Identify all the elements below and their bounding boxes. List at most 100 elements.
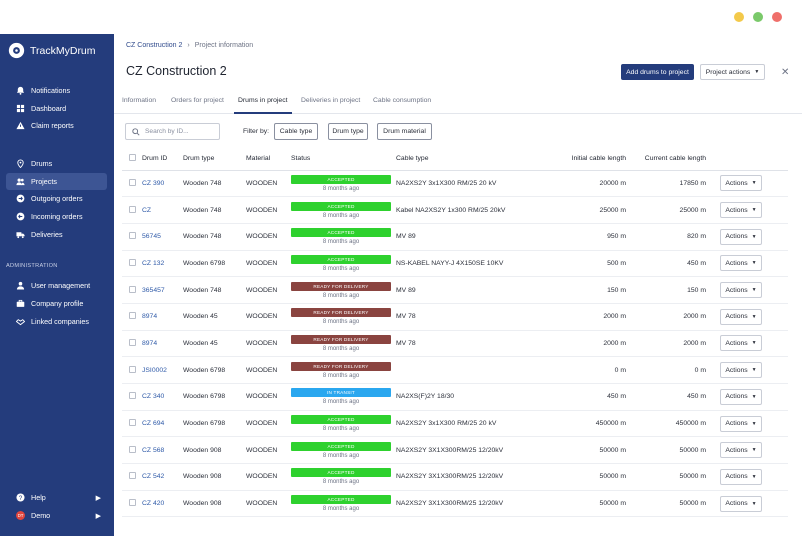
table-row[interactable]: CZ 420 Wooden 908 WOODEN ACCEPTED 8 months a…: [122, 490, 788, 518]
column-header[interactable]: Drum type: [183, 147, 246, 171]
tab-cable-consumption[interactable]: Cable consumption: [373, 97, 432, 104]
sidebar-item-dashboard[interactable]: Dashboard: [6, 100, 107, 117]
row-actions-button[interactable]: Actions ▼: [720, 308, 762, 325]
add-drums-button[interactable]: Add drums to project: [621, 64, 694, 80]
tab-drums-in-project[interactable]: Drums in project: [238, 97, 288, 104]
row-checkbox[interactable]: [129, 419, 136, 427]
row-checkbox[interactable]: [129, 178, 136, 186]
material-cell: WOODEN: [246, 463, 291, 491]
column-header[interactable]: Cable type: [396, 147, 552, 171]
status-age: 8 months ago: [322, 345, 360, 352]
minimize-dot[interactable]: [734, 12, 744, 22]
sidebar-item-label: Outgoing orders: [31, 194, 83, 204]
table-row[interactable]: CZ 132 Wooden 6798 WOODEN ACCEPTED 8 months …: [122, 250, 788, 278]
column-header[interactable]: Material: [246, 147, 291, 171]
search-box[interactable]: [125, 123, 220, 140]
row-checkbox[interactable]: [129, 365, 136, 373]
table-row[interactable]: JSI0002 Wooden 6798 WOODEN READY FOR DELIVE…: [122, 356, 788, 384]
brand[interactable]: TrackMyDrum: [8, 42, 96, 59]
drum-id-link[interactable]: CZ 542: [142, 473, 165, 481]
sidebar-item-notifications[interactable]: Notifications: [6, 82, 107, 99]
drum-id-link[interactable]: 365457: [142, 286, 165, 294]
row-checkbox[interactable]: [129, 258, 136, 266]
table-row[interactable]: CZ 694 Wooden 6798 WOODEN ACCEPTED 8 months …: [122, 410, 788, 438]
project-actions-button[interactable]: Project actions ▼: [700, 64, 765, 80]
sidebar-item-user[interactable]: DT Demo ▶: [6, 507, 107, 524]
row-checkbox[interactable]: [129, 499, 136, 507]
row-checkbox[interactable]: [129, 445, 136, 453]
table-row[interactable]: CZ 390 Wooden 748 WOODEN ACCEPTED 8 months a…: [122, 170, 788, 198]
table-row[interactable]: 56745 Wooden 748 WOODEN ACCEPTED 8 months ag…: [122, 223, 788, 251]
row-checkbox[interactable]: [129, 312, 136, 320]
sidebar-item-user-management[interactable]: User management: [6, 277, 107, 294]
row-checkbox[interactable]: [129, 392, 136, 400]
row-actions-button[interactable]: Actions ▼: [720, 495, 762, 512]
row-actions-button[interactable]: Actions ▼: [720, 362, 762, 379]
row-actions-button[interactable]: Actions ▼: [720, 202, 762, 219]
drum-id-link[interactable]: CZ 568: [142, 446, 165, 454]
table-row[interactable]: CZ 568 Wooden 908 WOODEN ACCEPTED 8 months a…: [122, 436, 788, 465]
maximize-dot[interactable]: [753, 12, 763, 22]
row-actions-button[interactable]: Actions ▼: [720, 282, 762, 299]
column-header[interactable]: Status: [291, 147, 396, 171]
drum-id-link[interactable]: 56745: [142, 233, 161, 241]
table-row[interactable]: CZ 542 Wooden 908 WOODEN ACCEPTED 8 months a…: [122, 463, 788, 491]
sidebar-item-linked-companies[interactable]: Linked companies: [6, 313, 107, 330]
breadcrumb-parent-link[interactable]: CZ Construction 2: [126, 42, 183, 49]
select-all-checkbox[interactable]: [129, 153, 136, 161]
table-row[interactable]: 8974 Wooden 45 WOODEN READY FOR DELIVERY 8 m…: [122, 330, 788, 358]
close-icon[interactable]: ✕: [781, 67, 790, 78]
row-checkbox[interactable]: [129, 205, 136, 213]
drum-id-link[interactable]: CZ 132: [142, 259, 165, 267]
status-badge: ACCEPTED: [291, 441, 391, 451]
table-row[interactable]: 365457 Wooden 748 WOODEN READY FOR DELIVERY…: [122, 276, 788, 304]
drum-id-link[interactable]: CZ 694: [142, 420, 165, 428]
row-actions-button[interactable]: Actions ▼: [720, 228, 762, 245]
sidebar-item-company-profile[interactable]: Company profile: [6, 295, 107, 312]
drum-id-link[interactable]: CZ 420: [142, 500, 165, 508]
drum-id-link[interactable]: 8974: [142, 339, 158, 347]
table-row[interactable]: CZ Wooden 748 WOODEN ACCEPTED 8 months ago Ka…: [122, 196, 788, 224]
column-header[interactable]: Drum ID: [142, 147, 183, 171]
row-checkbox[interactable]: [129, 232, 136, 240]
sidebar-item-incoming-orders[interactable]: Incoming orders: [6, 208, 107, 225]
filter-drum-material-button[interactable]: Drum material: [377, 123, 432, 140]
sidebar-item-drums[interactable]: Drums: [6, 155, 107, 172]
sidebar-item-help[interactable]: ? Help ▶: [6, 489, 107, 506]
row-checkbox[interactable]: [129, 338, 136, 346]
sidebar-item-deliveries[interactable]: Deliveries: [6, 226, 107, 243]
row-checkbox[interactable]: [129, 472, 136, 480]
row-checkbox[interactable]: [129, 285, 136, 293]
row-actions-button[interactable]: Actions ▼: [720, 255, 762, 272]
sidebar-item-projects[interactable]: Projects: [6, 172, 107, 190]
drum-id-link[interactable]: CZ: [142, 206, 152, 214]
row-actions-button[interactable]: Actions ▼: [720, 175, 762, 192]
tab-information[interactable]: Information: [122, 97, 157, 104]
drum-id-link[interactable]: CZ 340: [142, 393, 165, 401]
row-actions-button[interactable]: Actions ▼: [720, 388, 762, 405]
row-actions-button[interactable]: Actions ▼: [720, 335, 762, 352]
drum-type-cell: Wooden 6798: [183, 383, 246, 411]
table-row[interactable]: 8974 Wooden 45 WOODEN READY FOR DELIVERY 8 m…: [122, 303, 788, 331]
sidebar-item-outgoing-orders[interactable]: Outgoing orders: [6, 190, 107, 207]
table-row[interactable]: CZ 340 Wooden 6798 WOODEN IN TRANSIT 8 month…: [122, 383, 788, 411]
row-actions-button[interactable]: Actions ▼: [720, 442, 762, 459]
tab-orders-for-project[interactable]: Orders for project: [171, 97, 224, 104]
filter-cable-type-button[interactable]: Cable type: [274, 123, 318, 140]
row-actions-button[interactable]: Actions ▼: [720, 415, 762, 432]
sidebar-item-claim-reports[interactable]: Claim reports: [6, 117, 107, 134]
brand-name: TrackMyDrum: [30, 44, 96, 57]
tab-deliveries-in-project[interactable]: Deliveries in project: [301, 97, 361, 104]
close-dot[interactable]: [772, 12, 782, 22]
drum-id-link[interactable]: 8974: [142, 313, 158, 321]
column-header[interactable]: Initial cable length: [552, 147, 632, 171]
drum-id-link[interactable]: CZ 390: [142, 179, 165, 187]
row-actions-label: Actions: [725, 206, 748, 214]
breadcrumb-current: Project information: [194, 42, 254, 49]
filter-drum-type-button[interactable]: Drum type: [328, 123, 368, 140]
search-input[interactable]: [145, 128, 215, 135]
column-header[interactable]: Current cable length: [632, 147, 712, 171]
drum-id-link[interactable]: JSI0002: [142, 366, 167, 374]
row-actions-button[interactable]: Actions ▼: [720, 468, 762, 485]
warning-icon: [16, 121, 25, 130]
